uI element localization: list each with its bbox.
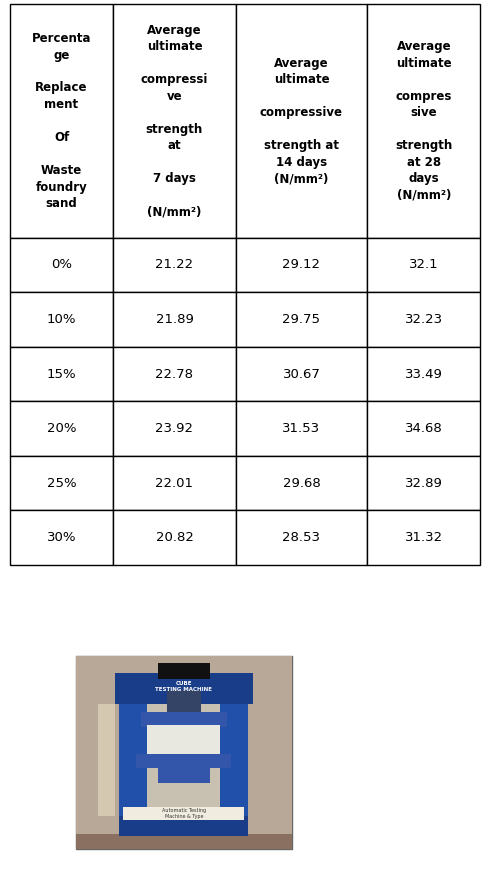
Bar (158, 664, 210, 678)
Bar (10, 4, 113, 238)
Bar (368, 347, 480, 401)
Text: 0%: 0% (51, 259, 72, 271)
Text: 20%: 20% (47, 422, 76, 435)
Text: CUBE
TESTING MACHINE: CUBE TESTING MACHINE (155, 681, 212, 692)
Bar (10, 510, 113, 565)
Bar (10, 401, 113, 456)
Bar (10, 347, 113, 401)
Bar (76, 656, 292, 849)
Bar (10, 292, 113, 347)
Bar (236, 510, 368, 565)
Bar (158, 766, 210, 783)
Text: 32.23: 32.23 (405, 313, 443, 326)
Bar (113, 456, 236, 510)
Text: 31.32: 31.32 (405, 532, 443, 544)
Bar (10, 456, 113, 510)
Text: Percenta
ge

Replace
ment

Of

Waste
foundry
sand: Percenta ge Replace ment Of Waste foundr… (32, 32, 91, 210)
Text: Average
ultimate

compres
sive

strength
at 28
days
(N/mm²): Average ultimate compres sive strength a… (395, 40, 452, 202)
Bar (236, 292, 368, 347)
Bar (98, 704, 115, 817)
Bar (113, 347, 236, 401)
Bar (236, 401, 368, 456)
Bar (113, 401, 236, 456)
Text: 32.89: 32.89 (405, 477, 442, 489)
Bar (368, 292, 480, 347)
Text: 15%: 15% (47, 368, 76, 380)
Bar (236, 456, 368, 510)
Text: Automatic Testing
Machine & Type: Automatic Testing Machine & Type (162, 808, 206, 818)
Text: 25%: 25% (47, 477, 76, 489)
Bar (368, 510, 480, 565)
Bar (113, 510, 236, 565)
Bar (76, 833, 292, 849)
Bar (368, 456, 480, 510)
Text: 29.12: 29.12 (282, 259, 320, 271)
Text: 21.89: 21.89 (155, 313, 194, 326)
Text: 34.68: 34.68 (405, 422, 442, 435)
Bar (368, 238, 480, 292)
Bar (167, 691, 201, 714)
Bar (113, 238, 236, 292)
Text: 32.1: 32.1 (409, 259, 439, 271)
Text: 28.53: 28.53 (282, 532, 320, 544)
Bar (147, 704, 220, 817)
Bar (136, 754, 231, 768)
Bar (119, 817, 248, 836)
Text: Average
ultimate

compressi
ve

strength
at

7 days

(N/mm²): Average ultimate compressi ve strength a… (141, 24, 208, 218)
Text: 30.67: 30.67 (283, 368, 320, 380)
Bar (123, 807, 244, 820)
Text: 22.01: 22.01 (155, 477, 194, 489)
Bar (113, 4, 236, 238)
Text: 31.53: 31.53 (282, 422, 320, 435)
Text: 30%: 30% (47, 532, 76, 544)
Text: 22.78: 22.78 (155, 368, 194, 380)
Bar (147, 725, 220, 756)
Text: 29.75: 29.75 (282, 313, 320, 326)
Text: 10%: 10% (47, 313, 76, 326)
Bar (368, 401, 480, 456)
Bar (368, 4, 480, 238)
Bar (76, 656, 292, 849)
Bar (236, 4, 368, 238)
Bar (10, 238, 113, 292)
Text: 20.82: 20.82 (155, 532, 194, 544)
Text: 21.22: 21.22 (155, 259, 194, 271)
Bar (115, 673, 253, 704)
Text: 29.68: 29.68 (283, 477, 320, 489)
Bar (236, 238, 368, 292)
Bar (236, 347, 368, 401)
Text: 23.92: 23.92 (155, 422, 194, 435)
Bar (119, 704, 147, 817)
Text: Average
ultimate

compressive

strength at
14 days
(N/mm²): Average ultimate compressive strength at… (260, 56, 343, 186)
Text: 33.49: 33.49 (405, 368, 442, 380)
Bar (220, 704, 248, 817)
Bar (113, 292, 236, 347)
Bar (141, 712, 227, 727)
